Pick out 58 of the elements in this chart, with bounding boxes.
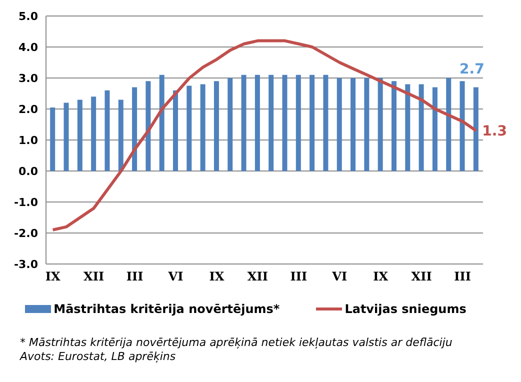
bar <box>446 78 452 171</box>
x-tick-label: III <box>290 270 308 284</box>
y-tick-label: 3.0 <box>18 72 38 85</box>
x-tick-label: XII <box>247 270 268 284</box>
bar <box>77 100 82 171</box>
y-tick-label: 5.0 <box>18 10 38 23</box>
bar <box>118 100 124 171</box>
bar <box>254 74 260 171</box>
bar <box>418 84 424 171</box>
bar <box>460 81 465 171</box>
data-label: 1.3 <box>482 124 507 140</box>
y-tick-label: 4.0 <box>18 40 38 54</box>
bar <box>392 81 397 171</box>
x-tick-label: VI <box>167 270 184 284</box>
bar <box>132 87 138 171</box>
bar <box>282 74 288 171</box>
bar <box>323 74 328 171</box>
bar <box>405 84 410 171</box>
bar <box>146 81 151 171</box>
bar <box>50 107 56 171</box>
y-tick-label: -3.0 <box>14 258 38 271</box>
bar <box>432 87 438 171</box>
x-tick-label: IX <box>373 270 389 284</box>
legend-label: Latvijas sniegums <box>344 302 466 316</box>
y-tick-label: 2.0 <box>18 102 38 116</box>
bar <box>364 78 370 171</box>
bar <box>173 90 178 171</box>
bar <box>268 74 274 171</box>
y-tick-label: 0.0 <box>18 164 38 178</box>
bar <box>228 78 233 171</box>
bar <box>200 84 206 171</box>
y-tick-label: 1.0 <box>18 134 38 147</box>
x-tick-label: IX <box>45 270 61 284</box>
bar <box>64 102 69 171</box>
bar <box>310 74 315 171</box>
y-tick-label: -1.0 <box>14 196 38 209</box>
bar <box>186 86 192 171</box>
x-tick-label: XII <box>411 270 432 284</box>
bar <box>91 96 96 171</box>
bar <box>378 78 383 171</box>
y-tick-label: -2.0 <box>14 226 38 240</box>
text: Avots: Eurostat, LB aprēķins <box>20 350 177 364</box>
x-tick-label: III <box>126 270 144 284</box>
bar <box>296 74 301 171</box>
bar <box>104 90 110 171</box>
bar <box>214 81 219 171</box>
legend-label: Māstrihtas kritērija novērtējums* <box>54 302 280 316</box>
bar <box>241 74 246 171</box>
data-label: 2.7 <box>460 61 484 78</box>
x-tick-label: IX <box>209 270 225 284</box>
text: * Māstrihtas kritērija novērtējuma aprēķinā netiek iekļautas valstis ar deflāciju <box>20 336 454 350</box>
bar <box>350 78 356 171</box>
bar <box>336 78 342 171</box>
x-tick-label: III <box>454 270 472 284</box>
x-tick-label: VI <box>331 270 348 284</box>
bar <box>159 74 164 171</box>
bar <box>473 87 478 171</box>
x-tick-label: XII <box>84 270 104 284</box>
